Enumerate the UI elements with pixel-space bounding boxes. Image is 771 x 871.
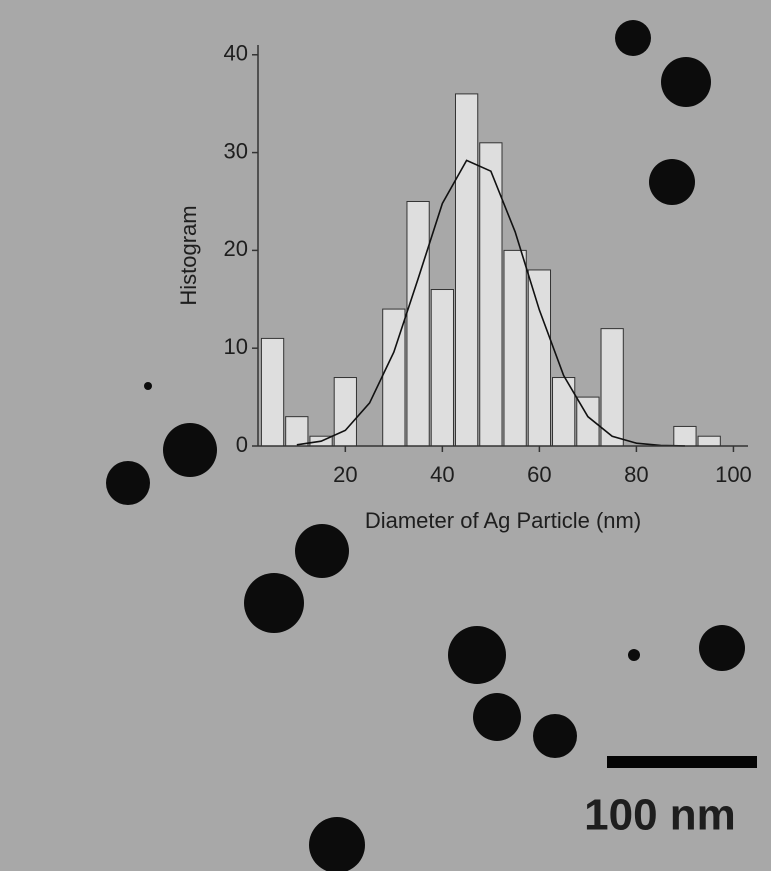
x-tick-label: 40 <box>430 462 454 487</box>
particle <box>144 382 152 390</box>
particle <box>615 20 651 56</box>
x-axis-title: Diameter of Ag Particle (nm) <box>365 508 641 533</box>
particle <box>295 524 349 578</box>
particle <box>309 817 365 871</box>
scale-bar-label: 100 nm <box>584 791 736 840</box>
x-tick-label: 100 <box>715 462 752 487</box>
bar <box>673 425 697 447</box>
particle <box>448 626 506 684</box>
y-tick-label: 40 <box>224 41 248 66</box>
y-axis-title: Histogram <box>176 205 201 305</box>
bar <box>479 142 503 447</box>
bar <box>527 269 552 447</box>
particles <box>106 20 745 871</box>
y-tick-label: 0 <box>236 432 248 457</box>
bar <box>260 337 285 447</box>
particle <box>661 57 711 107</box>
particle <box>699 625 745 671</box>
y-tick-label: 20 <box>224 236 248 261</box>
particle <box>106 461 150 505</box>
x-tick-label: 60 <box>527 462 551 487</box>
particle <box>649 159 695 205</box>
bar <box>600 328 624 447</box>
scale-bar <box>607 756 757 768</box>
fit-curve <box>296 159 685 447</box>
x-tick-label: 20 <box>333 462 357 487</box>
bar <box>697 435 721 447</box>
x-tick-label: 80 <box>624 462 648 487</box>
bar <box>430 289 454 447</box>
bar <box>503 249 527 447</box>
bar <box>285 416 309 447</box>
particle <box>628 649 640 661</box>
bar <box>333 377 357 447</box>
bar <box>454 93 479 447</box>
particle <box>163 423 217 477</box>
y-tick-label: 30 <box>224 138 248 163</box>
particle <box>244 573 304 633</box>
particle <box>533 714 577 758</box>
y-tick-label: 10 <box>224 334 248 359</box>
particle <box>473 693 521 741</box>
bar <box>406 200 430 447</box>
histogram-inset: 0 10 20 30 40 20 40 60 80 100 Diameter of Ag Parti… <box>176 41 752 533</box>
